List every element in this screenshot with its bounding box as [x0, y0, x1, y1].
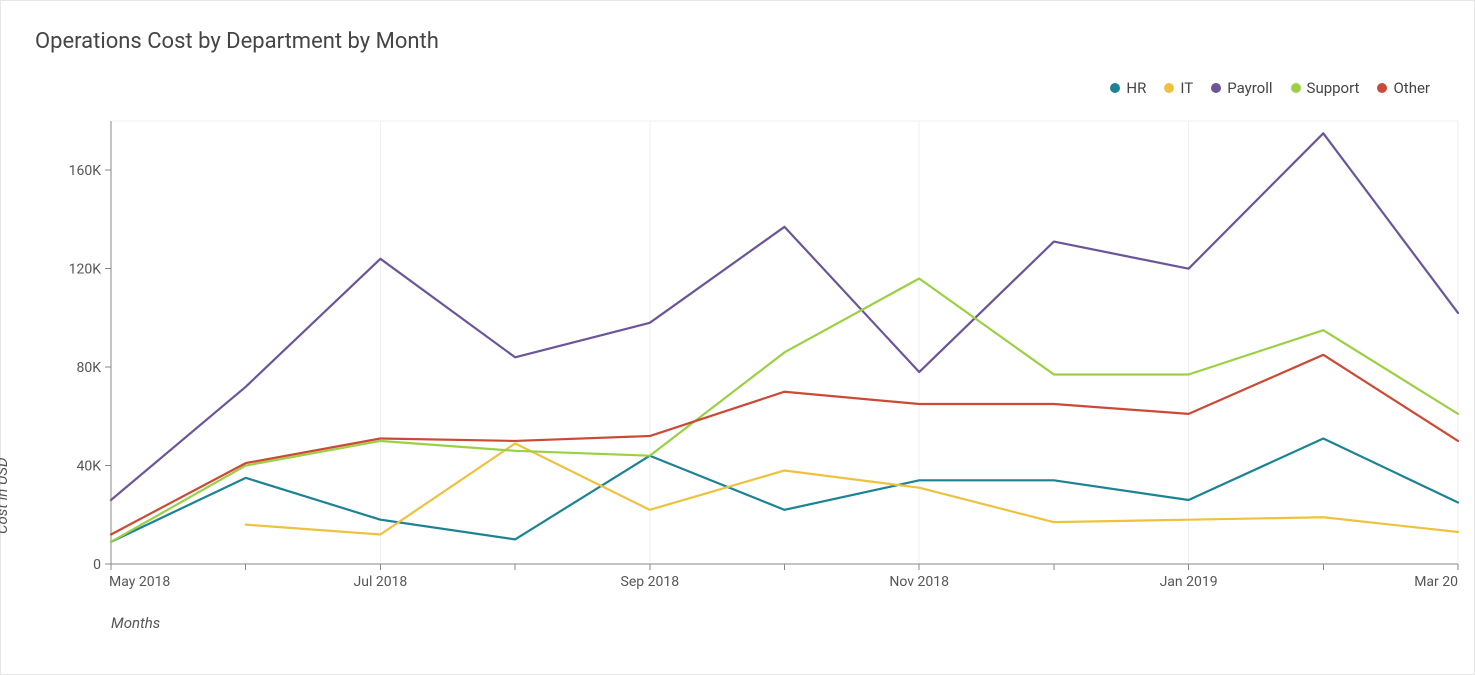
legend-label: Other: [1393, 79, 1430, 97]
svg-text:May 2018: May 2018: [109, 574, 170, 590]
svg-text:40K: 40K: [76, 459, 101, 475]
legend-label: Support: [1307, 79, 1360, 97]
legend-dot-icon: [1110, 83, 1120, 93]
series-line-support: [111, 279, 1458, 542]
svg-text:120K: 120K: [69, 262, 102, 278]
svg-text:Sep 2018: Sep 2018: [621, 574, 680, 590]
chart-container: Operations Cost by Department by Month H…: [0, 0, 1475, 675]
svg-text:Nov 2018: Nov 2018: [889, 574, 949, 590]
legend-item-support[interactable]: Support: [1291, 79, 1360, 97]
y-axis-title: Cost in USD: [0, 457, 11, 534]
svg-text:Mar 20: Mar 20: [1414, 574, 1458, 590]
svg-text:Jul 2018: Jul 2018: [354, 574, 408, 590]
plot-area: 0 40K 80K 120K 160K May 2018 Jul 2018 Sep 2018 N…: [61, 111, 1464, 594]
chart-title: Operations Cost by Department by Month: [35, 29, 1444, 54]
legend-label: IT: [1180, 79, 1193, 97]
chart-svg: 0 40K 80K 120K 160K May 2018 Jul 2018 Sep 2018 N…: [61, 111, 1464, 594]
series-line-other: [111, 355, 1458, 535]
legend-dot-icon: [1291, 83, 1301, 93]
legend-dot-icon: [1377, 83, 1387, 93]
x-axis-title: Months: [111, 614, 160, 632]
svg-text:0: 0: [93, 557, 101, 573]
legend-dot-icon: [1164, 83, 1174, 93]
legend-dot-icon: [1211, 83, 1221, 93]
svg-text:Jan 2019: Jan 2019: [1160, 574, 1218, 590]
legend-label: Payroll: [1227, 79, 1272, 97]
svg-text:160K: 160K: [69, 163, 102, 179]
legend-label: HR: [1126, 79, 1146, 97]
legend-item-hr[interactable]: HR: [1110, 79, 1146, 97]
legend-item-payroll[interactable]: Payroll: [1211, 79, 1272, 97]
legend-item-other[interactable]: Other: [1377, 79, 1430, 97]
svg-text:80K: 80K: [76, 360, 101, 376]
chart-legend: HR IT Payroll Support Other: [1110, 79, 1430, 97]
legend-item-it[interactable]: IT: [1164, 79, 1193, 97]
series-line-payroll: [111, 133, 1458, 500]
series-line-it: [246, 443, 1458, 534]
